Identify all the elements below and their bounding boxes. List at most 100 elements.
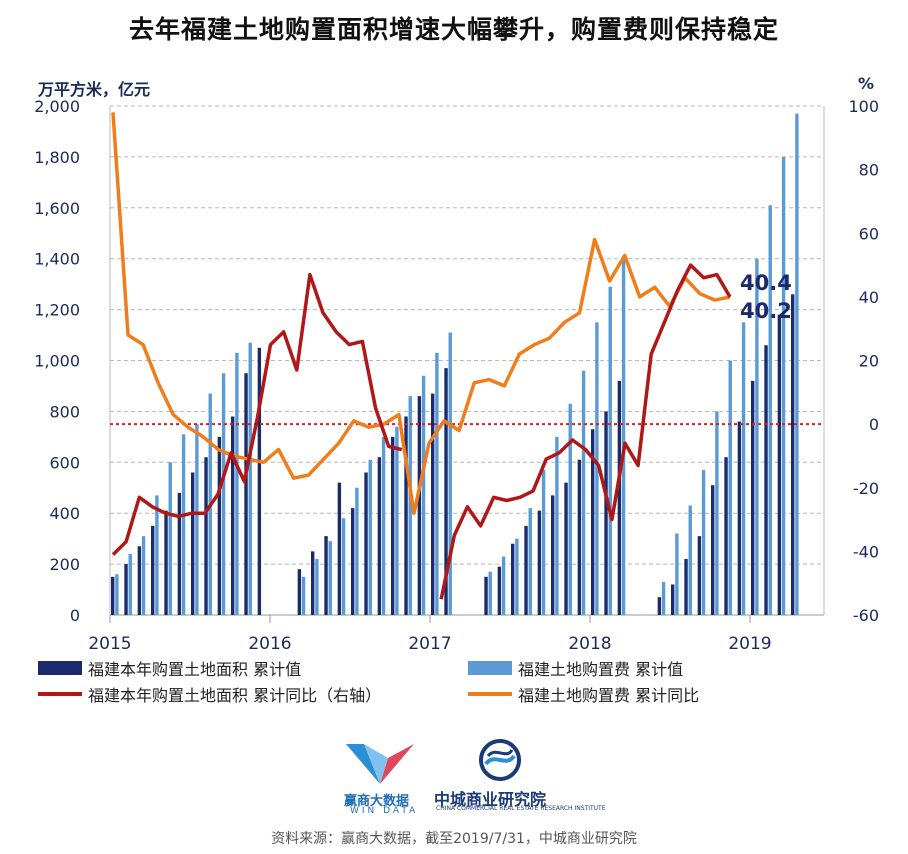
- annotation-area-yoy: 40.4: [740, 271, 792, 295]
- left-tick-label: 1,800: [34, 148, 80, 167]
- bar-fee: [555, 436, 559, 615]
- winshang-logo-subtext: WIN DATA: [350, 806, 419, 816]
- bar-fee: [355, 487, 359, 615]
- left-tick-label: 1,400: [34, 250, 80, 269]
- x-tick-label: 2019: [728, 634, 771, 654]
- bar-fee: [248, 342, 252, 615]
- bar-fee: [408, 396, 412, 615]
- zhongcheng-logo-text: 中城商业研究院: [434, 790, 547, 809]
- left-tick-label: 200: [49, 555, 80, 574]
- bar-area: [764, 345, 768, 615]
- bar-area: [617, 380, 622, 615]
- bar-fee: [235, 352, 239, 615]
- chart-canvas: 02004006008001,0001,2001,4001,6001,8002,…: [34, 97, 879, 654]
- bar-area: [111, 576, 115, 615]
- bar-fee: [141, 536, 146, 615]
- zhongcheng-logo-icon: [479, 739, 521, 781]
- bar-area: [351, 508, 355, 615]
- bar-area: [497, 566, 502, 615]
- bar-area: [204, 457, 208, 615]
- bar-fee: [301, 576, 306, 615]
- bar-area: [137, 546, 142, 615]
- bar-fee: [781, 156, 786, 615]
- legend-item-area-line: 福建本年购置土地面积 累计同比（右轴）: [38, 682, 381, 706]
- line-area-yoy: [111, 263, 732, 600]
- bar-area: [164, 510, 168, 615]
- left-tick-label: 0: [70, 606, 80, 625]
- annotation-fee-yoy: 40.2: [740, 299, 792, 323]
- bar-area: [404, 416, 408, 615]
- bar-area: [697, 536, 702, 615]
- bar-area: [671, 584, 675, 615]
- bar-fee: [728, 360, 732, 615]
- bar-area: [231, 416, 235, 615]
- bar-area: [311, 551, 315, 615]
- legend-swatch-area-bar: [38, 661, 82, 675]
- bar-area: [484, 576, 488, 615]
- legend-label: 福建本年购置土地面积 累计值: [88, 660, 302, 679]
- bar-area: [711, 485, 715, 615]
- bar-fee: [501, 556, 506, 615]
- bar-fee: [608, 286, 612, 615]
- left-tick-label: 600: [49, 453, 80, 472]
- right-tick-label: -20: [853, 479, 879, 498]
- x-tick-label: 2017: [408, 634, 451, 654]
- bar-area: [777, 314, 782, 615]
- right-tick-label: 80: [859, 161, 879, 180]
- bar-area: [244, 373, 248, 615]
- bar-area: [324, 536, 328, 615]
- bar-area: [577, 459, 582, 615]
- bar-area: [591, 429, 595, 615]
- bar-fee: [421, 375, 426, 615]
- bar-fee: [395, 426, 399, 615]
- left-tick-label: 1,600: [34, 199, 80, 218]
- bar-area: [737, 421, 742, 615]
- bar-fee: [221, 373, 226, 615]
- bar-area: [724, 457, 728, 615]
- bar-area: [511, 543, 515, 615]
- bar-area: [257, 347, 262, 615]
- legend-swatch-area-line: [38, 692, 82, 696]
- bar-area: [391, 436, 395, 615]
- bar-area: [524, 525, 528, 615]
- bar-fee: [595, 322, 599, 615]
- bar-fee: [195, 424, 199, 615]
- bar-area: [604, 411, 608, 615]
- bar-fee: [795, 113, 799, 615]
- x-tick-label: 2016: [248, 634, 291, 654]
- bar-fee: [381, 436, 386, 615]
- source-note: 资料来源：赢商大数据，截至2019/7/31，中城商业研究院: [271, 831, 637, 847]
- bar-area: [684, 559, 688, 615]
- bar-fee: [715, 411, 719, 615]
- bar-area: [431, 393, 435, 615]
- legend-item-area-bar: 福建本年购置土地面积 累计值: [38, 656, 301, 680]
- left-axis-unit: 万平方米，亿元: [38, 80, 151, 99]
- left-tick-label: 1,200: [34, 301, 80, 320]
- legend-label: 福建本年购置土地面积 累计同比（右轴）: [88, 686, 382, 705]
- bar-fee: [621, 258, 626, 615]
- bar-fee: [448, 332, 452, 615]
- bar-fee: [155, 495, 159, 615]
- bar-fee: [515, 538, 519, 615]
- legend-item-fee-bar: 福建土地购置费 累计值: [468, 656, 683, 680]
- bar-fee: [168, 462, 172, 615]
- legend-item-fee-line: 福建土地购置费 累计同比: [468, 682, 699, 706]
- left-tick-label: 1,000: [34, 352, 80, 371]
- bar-area: [417, 396, 422, 615]
- bar-fee: [768, 205, 772, 615]
- right-tick-label: 60: [859, 224, 879, 243]
- x-tick-label: 2015: [88, 634, 131, 654]
- bar-area: [791, 294, 795, 615]
- bar-area: [751, 380, 755, 615]
- bar-fee: [341, 518, 346, 615]
- legend-label: 福建土地购置费 累计值: [518, 660, 684, 679]
- bar-area: [151, 525, 155, 615]
- bar-fee: [675, 533, 679, 615]
- legend-label: 福建土地购置费 累计同比: [518, 686, 700, 705]
- bar-area: [537, 510, 542, 615]
- bar-fee: [128, 553, 132, 615]
- bar-area: [124, 564, 128, 615]
- bar-area: [297, 569, 302, 615]
- bar-fee: [435, 352, 439, 615]
- bar-area: [217, 436, 222, 615]
